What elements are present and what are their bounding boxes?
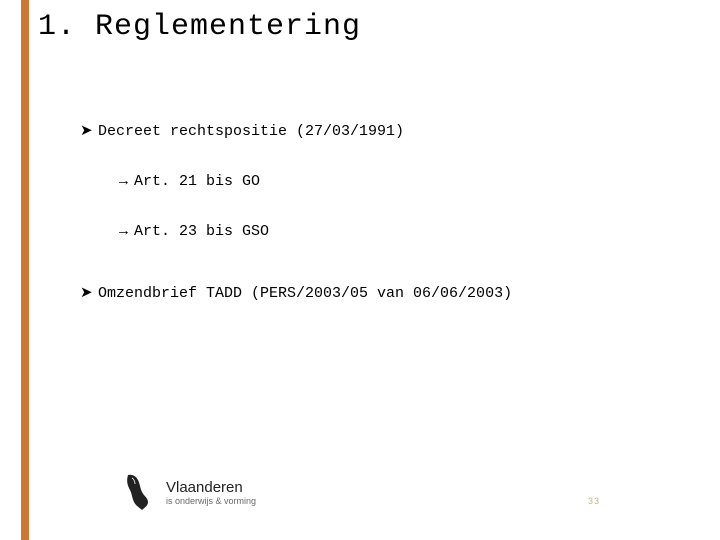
arrow-right-icon: → [116, 220, 134, 241]
bullet-l1: ➤Decreet rechtspositie (27/03/1991) [80, 120, 690, 142]
vlaanderen-lion-icon [122, 472, 156, 512]
logo-subtitle: is onderwijs & vorming [166, 496, 256, 506]
page-number: 33 [588, 496, 600, 506]
arrow-right-icon: → [116, 170, 134, 191]
page-title: 1. Reglementering [38, 10, 361, 44]
bullet-text: Decreet rechtspositie (27/03/1991) [98, 123, 404, 140]
logo-text-block: Vlaanderen is onderwijs & vorming [166, 479, 256, 506]
bullet-text: Omzendbrief TADD (PERS/2003/05 van 06/06… [98, 285, 512, 302]
bullet-text: Art. 23 bis GSO [134, 223, 269, 240]
logo-brand: Vlaanderen [166, 479, 256, 496]
slide: 1. Reglementering ➤Decreet rechtspositie… [0, 0, 720, 540]
bullet-l2: →Art. 23 bis GSO [116, 220, 690, 242]
accent-bar [21, 0, 29, 540]
content-area: ➤Decreet rechtspositie (27/03/1991) →Art… [80, 120, 690, 332]
chevron-right-icon: ➤ [80, 120, 98, 141]
bullet-text: Art. 21 bis GO [134, 173, 260, 190]
bullet-l2: →Art. 21 bis GO [116, 170, 690, 192]
bullet-l1: ➤Omzendbrief TADD (PERS/2003/05 van 06/0… [80, 282, 690, 304]
chevron-right-icon: ➤ [80, 282, 98, 303]
footer-logo: Vlaanderen is onderwijs & vorming [122, 472, 256, 512]
